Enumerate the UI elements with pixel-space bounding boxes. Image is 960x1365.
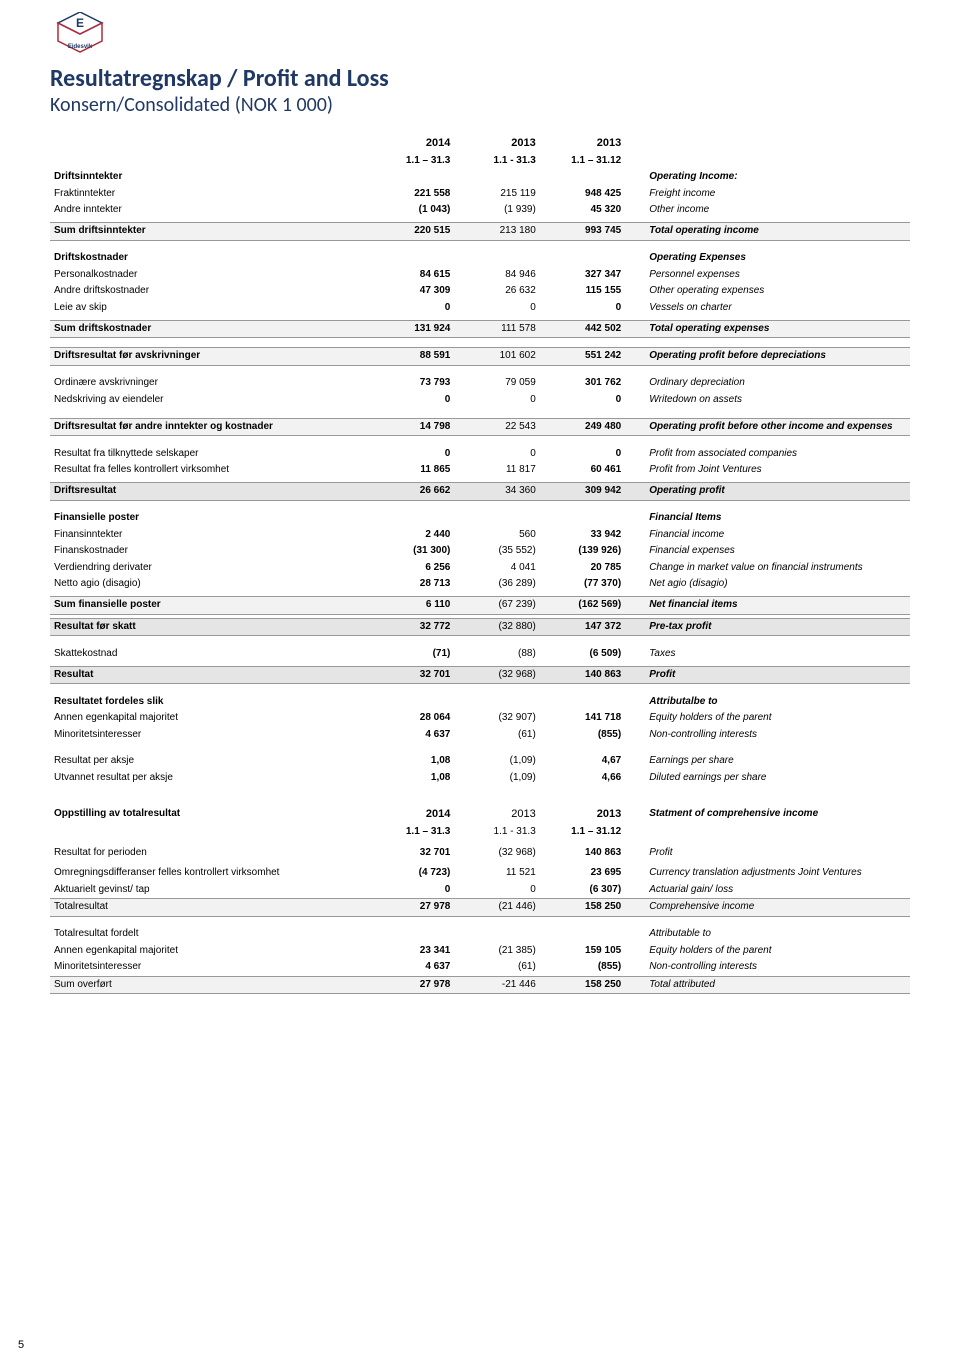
table-row: Resultat fra tilknyttede selskaper000Pro…	[50, 446, 910, 463]
col-year-3: 2013	[540, 135, 625, 153]
col-period-1: 1.1 – 31.3	[369, 153, 454, 170]
table-row: Minoritetsinteresser4 637(61)(855)Non-co…	[50, 959, 910, 976]
table-row: Sum driftskostnader131 924111 578442 502…	[50, 320, 910, 338]
table-row: Leie av skip000Vessels on charter	[50, 300, 910, 317]
table-row: Finansinntekter2 44056033 942Financial i…	[50, 527, 910, 544]
table-row: Driftsresultat før andre inntekter og ko…	[50, 418, 910, 436]
col-period-3: 1.1 – 31.12	[540, 153, 625, 170]
col-year-2: 2013	[454, 135, 539, 153]
svg-text:E: E	[76, 16, 84, 30]
table-row: Finanskostnader(31 300)(35 552)(139 926)…	[50, 543, 910, 560]
table-row: Sum finansielle poster6 110(67 239)(162 …	[50, 597, 910, 615]
table-row: Sum driftsinntekter220 515213 180993 745…	[50, 223, 910, 241]
table-row: Totalresultat fordeltAttributable to	[50, 926, 910, 943]
table-row: Annen egenkapital majoritet28 064(32 907…	[50, 710, 910, 727]
table-row: Andre driftskostnader47 30926 632115 155…	[50, 283, 910, 300]
table-row: Resultat fra felles kontrollert virksomh…	[50, 462, 910, 479]
table-row: Skattekostnad(71)(88)(6 509)Taxes	[50, 646, 910, 663]
table-row: Fraktinntekter221 558215 119948 425Freig…	[50, 186, 910, 203]
svg-text:Eidesvik: Eidesvik	[68, 44, 93, 50]
table-row: DriftsinntekterOperating Income:	[50, 169, 910, 186]
table-row: Resultat for perioden32 701(32 968)140 8…	[50, 845, 910, 862]
profit-loss-table: 2014 2013 2013 1.1 – 31.3 1.1 - 31.3 1.1…	[50, 135, 910, 994]
table-row: Resultat før skatt32 772(32 880)147 372P…	[50, 618, 910, 636]
table-row: Resultat32 701(32 968)140 863Profit	[50, 666, 910, 684]
table-row: Resultatet fordeles slikAttributalbe to	[50, 694, 910, 711]
table-row: Omregningsdifferanser felles kontrollert…	[50, 865, 910, 882]
table-row: Verdiendring derivater6 2564 04120 785Ch…	[50, 560, 910, 577]
col-year-1: 2014	[369, 135, 454, 153]
table-row: Personalkostnader84 61584 946327 347Pers…	[50, 267, 910, 284]
table-row: Netto agio (disagio)28 713(36 289)(77 37…	[50, 576, 910, 593]
page-subtitle: Konsern/Consolidated (NOK 1 000)	[50, 93, 910, 117]
table-row: Driftsresultat før avskrivninger88 59110…	[50, 348, 910, 366]
page-title: Resultatregnskap / Profit and Loss	[50, 64, 910, 93]
table-row: Aktuarielt gevinst/ tap00(6 307)Actuaria…	[50, 882, 910, 899]
page-number: 5	[18, 1339, 24, 1351]
table-row: Oppstilling av totalresultat 2014 2013 2…	[50, 806, 910, 824]
table-row: Nedskriving av eiendeler000Writedown on …	[50, 392, 910, 409]
table-row: Annen egenkapital majoritet23 341(21 385…	[50, 943, 910, 960]
table-row: Minoritetsinteresser4 637(61)(855)Non-co…	[50, 727, 910, 744]
table-row: Finansielle posterFinancial Items	[50, 510, 910, 527]
table-row: Ordinære avskrivninger73 79379 059301 76…	[50, 375, 910, 392]
table-row: DriftskostnaderOperating Expenses	[50, 250, 910, 267]
eidesvik-logo: E Eidesvik	[50, 12, 910, 54]
col-period-2: 1.1 - 31.3	[454, 153, 539, 170]
table-row: Resultat per aksje1,08(1,09)4,67Earnings…	[50, 753, 910, 770]
table-row: Totalresultat27 978(21 446)158 250Compre…	[50, 899, 910, 917]
table-row: Driftsresultat26 66234 360309 942Operati…	[50, 483, 910, 501]
table-row: Sum overført27 978-21 446158 250Total at…	[50, 976, 910, 994]
table-row: Andre inntekter(1 043)(1 939)45 320Other…	[50, 202, 910, 219]
table-row: Utvannet resultat per aksje1,08(1,09)4,6…	[50, 770, 910, 787]
